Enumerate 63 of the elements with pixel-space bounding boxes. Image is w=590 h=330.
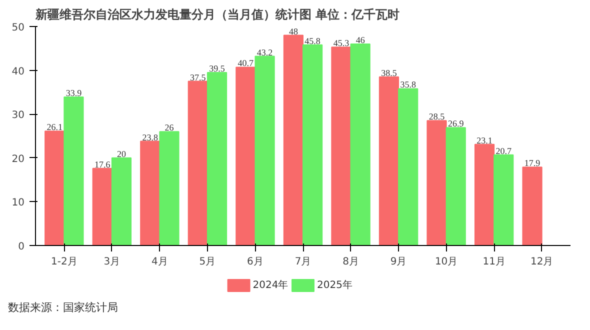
data-label: 33.9 bbox=[66, 88, 82, 98]
x-tick-label: 1-2月 bbox=[50, 256, 78, 268]
data-label: 45.8 bbox=[304, 36, 321, 46]
x-tick-label: 9月 bbox=[390, 256, 407, 268]
x-tick-label: 10月 bbox=[434, 256, 458, 268]
x-tick-label: 5月 bbox=[199, 256, 216, 268]
bar bbox=[474, 144, 495, 246]
y-tick-label: 20 bbox=[12, 154, 25, 165]
data-label: 37.5 bbox=[190, 72, 206, 82]
x-tick-label: 7月 bbox=[294, 256, 312, 268]
data-label: 35.8 bbox=[400, 80, 416, 90]
data-label: 23.8 bbox=[142, 132, 159, 142]
y-tick-label: 0 bbox=[18, 242, 25, 252]
bar bbox=[378, 76, 400, 246]
bar bbox=[302, 44, 323, 246]
bar bbox=[522, 166, 542, 246]
data-label: 26.9 bbox=[448, 118, 464, 129]
x-tick-label: 6月 bbox=[247, 256, 264, 268]
data-label: 48 bbox=[288, 26, 298, 36]
bar bbox=[398, 88, 418, 246]
bar bbox=[44, 130, 65, 246]
x-tick-label: 12月 bbox=[530, 256, 554, 268]
x-tick-label: 3月 bbox=[104, 256, 120, 268]
data-label: 43.2 bbox=[256, 47, 273, 58]
x-tick-label: 11月 bbox=[482, 256, 506, 268]
y-tick-label: 10 bbox=[12, 198, 25, 209]
y-tick-label: 50 bbox=[12, 22, 25, 34]
data-label: 20 bbox=[116, 148, 126, 159]
data-label: 45.3 bbox=[333, 38, 350, 48]
data-label: 46 bbox=[356, 35, 366, 46]
legend-label: 2025年 bbox=[317, 279, 352, 291]
data-label: 17.6 bbox=[94, 159, 111, 170]
bar bbox=[426, 120, 447, 246]
x-tick-label: 4月 bbox=[152, 256, 168, 268]
bar bbox=[494, 154, 514, 246]
bar bbox=[236, 66, 256, 246]
data-label: 23.1 bbox=[476, 135, 492, 146]
bar bbox=[188, 80, 208, 246]
x-tick-label: 8月 bbox=[342, 256, 359, 268]
bar bbox=[92, 168, 112, 246]
data-label: 26.1 bbox=[46, 122, 62, 132]
bar bbox=[331, 46, 352, 246]
data-label: 38.5 bbox=[381, 68, 398, 78]
bar bbox=[254, 56, 275, 246]
bar bbox=[140, 140, 160, 246]
y-tick-label: 30 bbox=[12, 110, 25, 122]
bar bbox=[206, 72, 228, 246]
legend-label: 2024年 bbox=[252, 279, 288, 291]
bar bbox=[111, 157, 132, 246]
data-label: 28.5 bbox=[428, 112, 446, 122]
data-label: 20.7 bbox=[496, 146, 512, 156]
bar bbox=[446, 127, 466, 246]
bar bbox=[350, 44, 370, 246]
chart-title: 新疆维吾尔自治区水力发电量分月（当月值）统计图 单位：亿千瓦时 bbox=[34, 8, 400, 22]
bar bbox=[64, 96, 84, 246]
bar bbox=[283, 34, 304, 246]
y-tick-label: 40 bbox=[12, 66, 25, 78]
data-label: 40.7 bbox=[238, 58, 254, 68]
data-label: 39.5 bbox=[209, 63, 226, 74]
source-note: 数据来源：国家统计局 bbox=[8, 300, 118, 316]
data-label: 26 bbox=[164, 122, 174, 133]
bar bbox=[159, 131, 180, 246]
data-label: 17.9 bbox=[524, 158, 541, 168]
